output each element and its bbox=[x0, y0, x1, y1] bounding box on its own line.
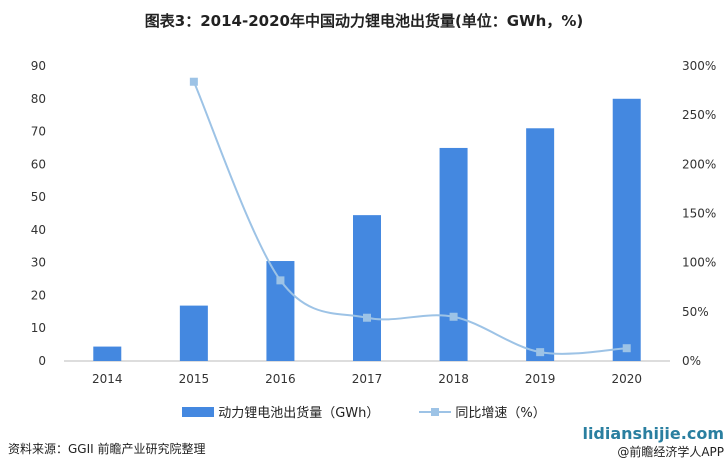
y-left-tick-label: 60 bbox=[31, 157, 46, 171]
growth-marker bbox=[276, 276, 285, 285]
source-note: 资料来源：GGII 前瞻产业研究院整理 bbox=[8, 442, 206, 456]
y-right-tick-label: 0% bbox=[682, 354, 701, 368]
y-left-tick-label: 10 bbox=[31, 321, 46, 335]
y-right-tick-label: 100% bbox=[682, 256, 716, 270]
legend-line-swatch bbox=[419, 407, 452, 417]
legend-bar-swatch bbox=[182, 406, 215, 417]
x-tick-label: 2014 bbox=[92, 372, 123, 386]
y-right-tick-label: 200% bbox=[682, 157, 716, 171]
y-left-tick-label: 70 bbox=[31, 125, 46, 139]
x-tick-label: 2015 bbox=[179, 372, 210, 386]
chart-svg: 0 10 20 30 40 50 60 70 80 90 0% 50% 100% 150% 200% 250%… bbox=[31, 59, 717, 386]
legend-label-line: 同比增速（%） bbox=[455, 406, 546, 421]
y-right-tick-label: 300% bbox=[682, 59, 716, 73]
bar bbox=[93, 346, 122, 361]
x-tick-label: 2018 bbox=[438, 372, 469, 386]
y-right-tick-label: 250% bbox=[682, 108, 716, 122]
y-left-tick-label: 30 bbox=[31, 256, 46, 270]
y-right-tick-label: 150% bbox=[682, 207, 716, 221]
growth-marker bbox=[189, 77, 198, 86]
x-tick-label: 2020 bbox=[611, 372, 642, 386]
legend-item-line: 同比增速（%） bbox=[419, 402, 546, 421]
growth-marker bbox=[363, 313, 371, 322]
x-tick-label: 2016 bbox=[265, 372, 296, 386]
x-tick-label: 2017 bbox=[352, 372, 383, 386]
y-left-tick-label: 40 bbox=[31, 223, 46, 237]
legend-label-bar: 动力锂电池出货量（GWh） bbox=[218, 406, 380, 421]
y-left-tick-label: 0 bbox=[38, 354, 46, 368]
bar bbox=[612, 98, 641, 362]
watermark-site: lidianshijie.com bbox=[582, 424, 724, 443]
growth-marker bbox=[536, 348, 545, 357]
y-left-tick-label: 20 bbox=[31, 288, 46, 302]
bar bbox=[526, 128, 555, 361]
growth-line bbox=[192, 81, 627, 355]
chart-title: 图表3：2014-2020年中国动力锂电池出货量(单位：GWh，%) bbox=[144, 12, 584, 30]
watermark-app: @前瞻经济学人APP bbox=[617, 445, 724, 459]
watermark: lidianshijie.com @前瞻经济学人APP bbox=[582, 424, 724, 460]
legend-item-bar: 动力锂电池出货量（GWh） bbox=[182, 402, 379, 421]
growth-marker bbox=[449, 312, 458, 321]
bar bbox=[179, 305, 208, 361]
bar bbox=[266, 261, 295, 361]
legend: 动力锂电池出货量（GWh） 同比增速（%） bbox=[0, 402, 728, 421]
y-left-tick-label: 80 bbox=[31, 92, 46, 106]
growth-marker bbox=[622, 344, 631, 353]
bar bbox=[353, 215, 381, 361]
y-left-tick-label: 50 bbox=[31, 190, 46, 204]
y-left-tick-label: 90 bbox=[31, 59, 46, 73]
y-right-tick-label: 50% bbox=[682, 305, 709, 319]
x-tick-label: 2019 bbox=[525, 372, 556, 386]
bar bbox=[439, 147, 468, 361]
